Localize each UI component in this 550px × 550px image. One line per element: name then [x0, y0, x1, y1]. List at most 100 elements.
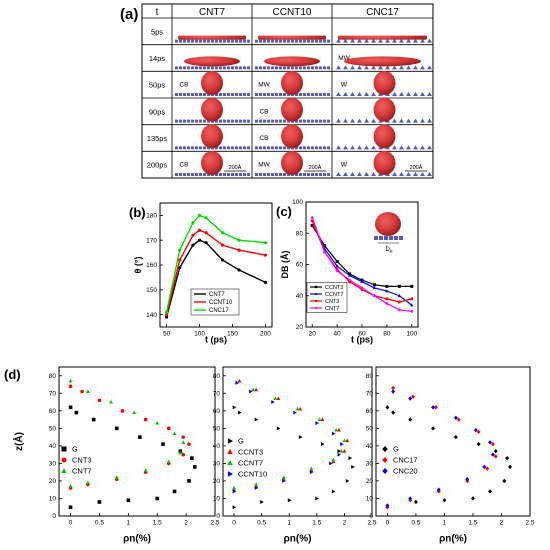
- panel-a-frame: [141, 3, 434, 179]
- substrate-bead: [275, 66, 278, 70]
- legend-marker: [314, 306, 318, 310]
- data-point-ccnt10: [232, 489, 237, 494]
- substrate-cone: [413, 38, 418, 43]
- data-point-ccnt10: [309, 470, 314, 475]
- substrate-bead: [219, 93, 222, 96]
- x-axis-label: ρn(%): [284, 534, 312, 545]
- substrate-cone: [343, 38, 348, 43]
- data-point-cnt7: [85, 389, 90, 393]
- substrate-cone: [350, 38, 355, 43]
- data-point-cnt7: [323, 250, 327, 254]
- inset-db-sub: B: [390, 249, 393, 254]
- substrate-cone: [413, 92, 418, 96]
- data-point-g: [192, 465, 197, 469]
- substrate-cone: [350, 118, 355, 123]
- substrate-bead: [327, 93, 330, 96]
- legend-entry: G: [393, 445, 399, 454]
- legend-entry: G: [72, 445, 78, 454]
- substrate-bead: [191, 93, 194, 96]
- data-point-cnt7: [68, 378, 73, 383]
- substrate-bead: [311, 173, 314, 176]
- legend-marker: [227, 448, 233, 455]
- substrate-cone: [378, 65, 383, 70]
- substrate-bead: [279, 119, 282, 123]
- water-droplet: [281, 71, 303, 95]
- substrate-bead: [255, 173, 258, 176]
- data-point-ccnt3: [397, 284, 401, 288]
- data-point-cnt7: [143, 468, 148, 472]
- water-film: [258, 35, 326, 40]
- substrate-bead: [267, 146, 270, 150]
- substrate-bead: [307, 119, 310, 123]
- data-point-ccnt7: [331, 457, 336, 462]
- data-point-cnt3: [166, 426, 171, 431]
- legend-marker: [61, 446, 67, 452]
- data-point-ccnt10: [178, 258, 182, 262]
- plot-frame: [222, 366, 373, 517]
- y-tick-label: 40: [213, 443, 221, 450]
- data-point-g: [431, 426, 436, 431]
- substrate-bead: [179, 173, 182, 176]
- substrate-cone: [399, 65, 404, 70]
- data-point-cnt7: [204, 241, 208, 245]
- inset-db-label: DB: [385, 247, 392, 254]
- x-tick-label: 0: [69, 520, 73, 527]
- substrate-bead: [275, 93, 278, 96]
- substrate-bead: [287, 93, 290, 96]
- substrate-bead: [243, 146, 246, 150]
- data-point-g: [190, 456, 194, 460]
- substrate-bead: [175, 146, 178, 150]
- x-tick-label: 2.5: [210, 520, 219, 527]
- substrate-cone: [364, 118, 369, 123]
- substrate-bead: [247, 39, 250, 43]
- y-tick-label: 180: [146, 213, 157, 220]
- substrate-bead: [303, 93, 306, 96]
- y-tick-label: 40: [366, 443, 374, 450]
- substrate-bead: [187, 146, 190, 150]
- data-point-ccnt10: [271, 400, 275, 405]
- y-axis-label: z(Å): [12, 432, 25, 451]
- data-point-cnc20: [453, 415, 458, 420]
- x-tick-label: 1: [127, 520, 131, 527]
- substrate-bead: [199, 119, 202, 123]
- substrate-bead: [295, 119, 298, 123]
- substrate-bead: [271, 39, 274, 43]
- scale-bar-label: 200Å: [410, 164, 423, 171]
- substrate-bead: [255, 39, 258, 43]
- data-point-g: [187, 479, 191, 483]
- data-point-ccnt7: [295, 406, 300, 411]
- substrate-bead: [279, 39, 282, 43]
- substrate-bead: [187, 173, 190, 176]
- substrate-cone: [420, 145, 425, 150]
- substrate-bead: [319, 119, 322, 123]
- inset-substrate-bead: [379, 236, 383, 240]
- data-point-g: [232, 405, 237, 410]
- x-tick-label: 0.5: [257, 520, 266, 527]
- data-point-cnt7: [397, 308, 401, 312]
- substrate-bead: [315, 93, 318, 96]
- data-point-ccnt7: [347, 273, 352, 277]
- substrate-cone: [392, 92, 397, 96]
- panel-a-time-label: 14ps: [149, 54, 166, 63]
- data-point-ccnt7: [372, 286, 377, 290]
- substrate-bead: [227, 66, 230, 70]
- panel-b-label: (b): [129, 205, 146, 220]
- substrate-bead: [235, 39, 238, 43]
- substrate-bead: [243, 173, 246, 176]
- data-point-g: [505, 455, 510, 461]
- substrate-bead: [307, 93, 310, 96]
- x-tick-label: 50: [163, 331, 171, 338]
- substrate-bead: [259, 66, 262, 70]
- substrate-bead: [239, 173, 242, 176]
- data-point-cnc17: [476, 429, 481, 435]
- substrate-bead: [247, 146, 250, 150]
- substrate-bead: [303, 173, 306, 176]
- data-point-g: [345, 478, 350, 483]
- panel-a-snapshot-grid: (a) t CNT7 CCNT10 CNC17 5ps 14ps MW 50ps CB MW W 90p…: [120, 3, 434, 179]
- inset-substrate-bead: [384, 236, 388, 240]
- data-point-g: [161, 442, 165, 446]
- substrate-cone: [364, 145, 369, 150]
- substrate-cone: [336, 145, 341, 150]
- substrate-bead: [295, 173, 298, 176]
